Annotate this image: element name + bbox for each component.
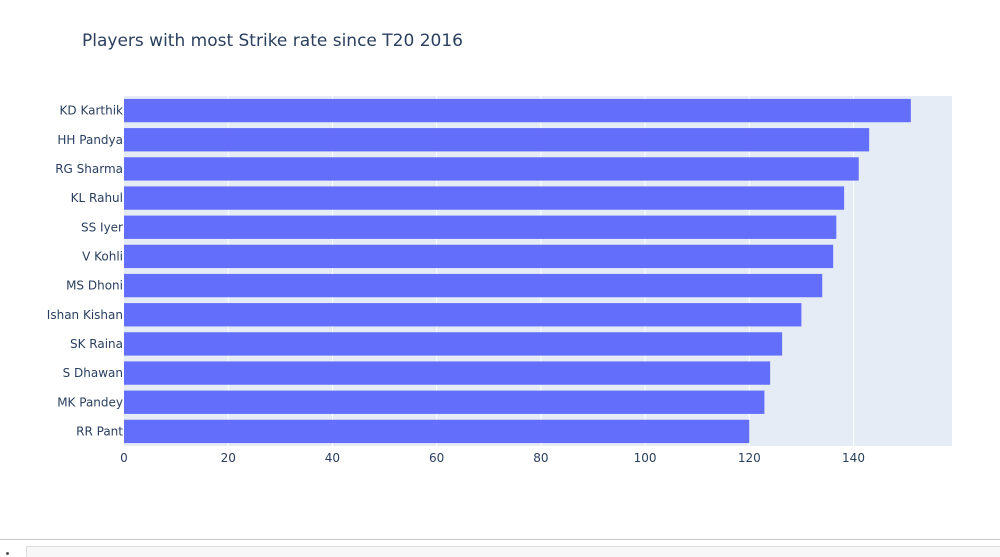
- bar-chart: Players with most Strike rate since T20 …: [47, 31, 952, 465]
- x-tick-label: 80: [533, 451, 548, 465]
- y-category-label: RR Pant: [76, 424, 123, 438]
- bar[interactable]: [124, 244, 834, 269]
- chart-title: Players with most Strike rate since T20 …: [82, 31, 463, 51]
- x-tick-label: 60: [429, 451, 444, 465]
- y-category-label: KL Rahul: [71, 191, 123, 205]
- bar[interactable]: [124, 332, 783, 356]
- bar[interactable]: [124, 157, 859, 181]
- y-category-label: SS Iyer: [81, 220, 123, 234]
- bar[interactable]: [124, 273, 823, 298]
- x-tick-label: 40: [325, 451, 340, 465]
- panel-marker-icon: [6, 552, 9, 555]
- bottom-panel-edge: [0, 539, 1000, 557]
- x-tick-label: 140: [842, 451, 865, 465]
- bar[interactable]: [124, 390, 765, 414]
- bar[interactable]: [124, 186, 845, 210]
- grid-lines: [227, 96, 855, 446]
- x-tick-label: 20: [221, 451, 236, 465]
- y-category-label: V Kohli: [82, 249, 123, 263]
- x-tick-label: 120: [738, 451, 761, 465]
- plot-area: [124, 96, 952, 446]
- y-category-label: MK Pandey: [57, 395, 123, 409]
- y-axis-labels: KD Karthik HH Pandya RG Sharma KL Rahul SS I…: [47, 104, 123, 439]
- bar[interactable]: [124, 98, 911, 123]
- y-category-label: S Dhawan: [63, 366, 123, 380]
- bars: [124, 98, 911, 444]
- bar[interactable]: [124, 303, 802, 327]
- x-tick-label: 100: [634, 451, 657, 465]
- y-category-label: HH Pandya: [57, 133, 123, 147]
- y-category-label: Ishan Kishan: [47, 308, 123, 322]
- y-category-label: SK Raina: [70, 337, 123, 351]
- x-axis-ticks: 0 20 40 60 80 100 120 140: [120, 451, 865, 465]
- bar[interactable]: [124, 419, 750, 444]
- bar[interactable]: [124, 215, 837, 239]
- y-category-label: MS Dhoni: [66, 279, 123, 293]
- x-tick-label: 0: [120, 451, 128, 465]
- bar[interactable]: [124, 361, 771, 385]
- y-category-label: RG Sharma: [55, 162, 123, 176]
- next-cell-edge: [26, 546, 1000, 557]
- y-category-label: KD Karthik: [60, 104, 124, 118]
- bar[interactable]: [124, 128, 870, 152]
